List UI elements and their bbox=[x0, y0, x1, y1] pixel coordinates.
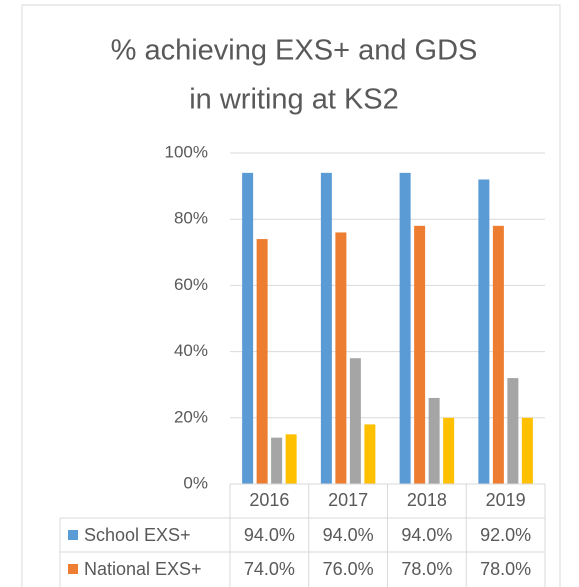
data-label: 76.0% bbox=[323, 559, 374, 579]
y-tick-label: 20% bbox=[174, 407, 208, 426]
bar bbox=[349, 358, 361, 484]
y-tick-label: 60% bbox=[174, 275, 208, 294]
bar bbox=[443, 417, 455, 484]
x-tick-label: 2017 bbox=[328, 490, 368, 510]
chart-subtitle: in writing at KS2 bbox=[189, 84, 399, 116]
bar bbox=[428, 397, 440, 484]
data-label: 92.0% bbox=[480, 525, 531, 545]
bar bbox=[364, 424, 376, 484]
x-tick-label: 2018 bbox=[407, 490, 447, 510]
y-tick-label: 40% bbox=[174, 341, 208, 360]
bar bbox=[521, 417, 533, 484]
bar bbox=[399, 172, 411, 485]
chart-title: % achieving EXS+ and GDS bbox=[111, 35, 478, 67]
data-label: 78.0% bbox=[480, 559, 531, 579]
data-label: 94.0% bbox=[244, 525, 295, 545]
legend-label: School EXS+ bbox=[84, 525, 191, 545]
bar bbox=[507, 378, 519, 484]
bar bbox=[478, 179, 490, 485]
legend-label: National EXS+ bbox=[84, 559, 202, 579]
data-label: 78.0% bbox=[401, 559, 452, 579]
bar bbox=[335, 232, 347, 484]
bar bbox=[271, 437, 283, 484]
bar bbox=[256, 239, 268, 484]
bar bbox=[414, 225, 426, 484]
y-tick-label: 100% bbox=[165, 142, 208, 161]
y-tick-label: 80% bbox=[174, 209, 208, 228]
bar bbox=[492, 225, 504, 484]
data-label: 74.0% bbox=[244, 559, 295, 579]
bar bbox=[242, 172, 254, 485]
x-tick-label: 2016 bbox=[249, 490, 289, 510]
x-tick-label: 2019 bbox=[486, 490, 526, 510]
legend-swatch bbox=[68, 530, 78, 540]
data-label: 94.0% bbox=[323, 525, 374, 545]
legend-swatch bbox=[68, 564, 78, 574]
bar bbox=[320, 172, 332, 485]
y-tick-label: 0% bbox=[183, 473, 208, 492]
bar bbox=[285, 434, 297, 484]
chart-frame bbox=[21, 4, 561, 587]
data-label: 94.0% bbox=[401, 525, 452, 545]
